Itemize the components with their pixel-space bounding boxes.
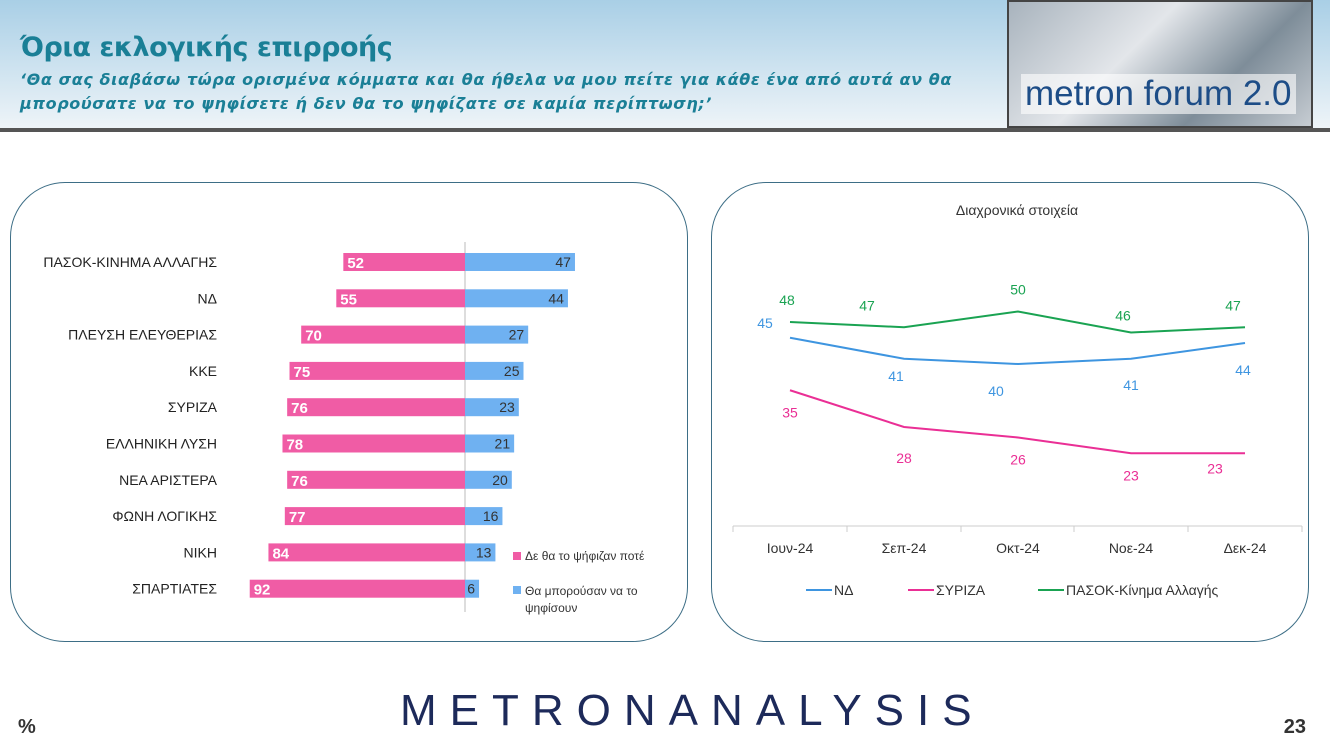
data-label: 46 bbox=[1115, 308, 1131, 324]
data-label-could: 25 bbox=[504, 363, 520, 379]
data-label: 35 bbox=[782, 404, 798, 420]
bar-never bbox=[249, 579, 465, 598]
x-tick-label: Ιουν-24 bbox=[767, 540, 814, 556]
x-tick-label: Σεπ-24 bbox=[882, 540, 927, 556]
x-tick-label: Οκτ-24 bbox=[996, 540, 1040, 556]
bar-could bbox=[465, 289, 568, 308]
data-label-never: 70 bbox=[305, 328, 322, 345]
data-label-never: 84 bbox=[272, 545, 289, 562]
subtitle-line-1: ‘Θα σας διαβάσω τώρα ορισμένα κόμματα κα… bbox=[20, 70, 952, 89]
data-label-never: 78 bbox=[286, 437, 303, 454]
data-label-never: 55 bbox=[340, 291, 357, 308]
chart-title: Διαχρονικά στοιχεία bbox=[956, 202, 1078, 218]
bar-never bbox=[284, 507, 465, 526]
data-label-could: 44 bbox=[548, 290, 564, 306]
data-label: 44 bbox=[1235, 362, 1251, 378]
subtitle-line-2: μπορούσατε να το ψηφίσετε ή δεν θα το ψη… bbox=[20, 94, 712, 113]
category-label: ΣΠΑΡΤΙΑΤΕΣ bbox=[132, 581, 217, 597]
category-label: ΦΩΝΗ ΛΟΓΙΚΗΣ bbox=[112, 508, 217, 524]
bar-could bbox=[465, 361, 524, 380]
bar-never bbox=[301, 325, 465, 344]
category-label: ΝΙΚΗ bbox=[184, 544, 217, 560]
data-label: 23 bbox=[1123, 467, 1139, 483]
data-label: 50 bbox=[1010, 282, 1026, 298]
legend-label: ΝΔ bbox=[834, 582, 853, 598]
data-label-never: 76 bbox=[291, 400, 308, 417]
data-label-never: 92 bbox=[254, 582, 271, 599]
series-line-0 bbox=[789, 336, 1246, 366]
category-label: ΣΥΡΙΖΑ bbox=[168, 399, 218, 415]
data-label-could: 20 bbox=[492, 472, 508, 488]
data-label: 23 bbox=[1207, 460, 1223, 476]
series-line-2 bbox=[789, 310, 1246, 334]
data-label: 40 bbox=[988, 383, 1004, 399]
bar-could bbox=[465, 579, 480, 598]
line-chart-panel bbox=[711, 182, 1309, 642]
bar-never bbox=[282, 434, 465, 453]
bar-could bbox=[465, 398, 519, 417]
category-label: ΝΕΑ ΑΡΙΣΤΕΡΑ bbox=[119, 472, 218, 488]
data-label-never: 76 bbox=[291, 473, 308, 490]
data-label-never: 52 bbox=[347, 255, 364, 272]
data-label: 28 bbox=[896, 450, 912, 466]
data-label: 41 bbox=[888, 368, 904, 384]
bar-could bbox=[465, 470, 512, 489]
data-label: 26 bbox=[1010, 452, 1026, 468]
data-label-could: 13 bbox=[476, 544, 492, 560]
x-tick-label: Νοε-24 bbox=[1109, 540, 1154, 556]
legend-label: ΠΑΣΟΚ-Κίνημα Αλλαγής bbox=[1066, 582, 1219, 598]
metron-forum-logo: metron forum 2.0 bbox=[1007, 0, 1313, 128]
data-label-could: 47 bbox=[555, 254, 571, 270]
unit-label: % bbox=[18, 716, 36, 738]
category-label: ΚΚΕ bbox=[189, 363, 217, 379]
bar-never bbox=[336, 289, 465, 308]
bar-could bbox=[465, 543, 496, 562]
category-label: ΕΛΛΗΝΙΚΗ ΛΥΣΗ bbox=[106, 436, 217, 452]
page-number: 23 bbox=[1283, 716, 1306, 738]
data-label: 48 bbox=[779, 292, 795, 308]
legend-label: ΣΥΡΙΖΑ bbox=[936, 582, 986, 598]
bar-could bbox=[465, 507, 503, 526]
bar-could bbox=[465, 325, 529, 344]
category-label: ΠΛΕΥΣΗ ΕΛΕΥΘΕΡΙΑΣ bbox=[68, 327, 217, 343]
data-label-could: 16 bbox=[483, 508, 499, 524]
metron-analysis-logo: METRONANALYSIS bbox=[400, 686, 985, 735]
series-line-1 bbox=[789, 389, 1245, 455]
category-label: ΠΑΣΟΚ-ΚΙΝΗΜΑ ΑΛΛΑΓΗΣ bbox=[43, 254, 217, 270]
bar-never bbox=[287, 398, 465, 417]
data-label: 47 bbox=[1225, 297, 1241, 313]
data-label-never: 77 bbox=[289, 509, 306, 526]
bar-never bbox=[343, 253, 465, 271]
bar-could bbox=[465, 434, 515, 453]
data-label-could: 21 bbox=[495, 436, 511, 452]
legend-swatch-never bbox=[513, 552, 521, 560]
slide-header: Όρια εκλογικής επιρροής ‘Θα σας διαβάσω … bbox=[0, 0, 1330, 132]
data-label-never: 75 bbox=[294, 364, 311, 381]
data-label: 47 bbox=[859, 297, 875, 313]
legend-swatch-could bbox=[513, 586, 521, 594]
data-label-could: 6 bbox=[467, 581, 475, 597]
legend-label-never: Δε θα το ψήφιζαν ποτέ bbox=[525, 549, 645, 563]
data-label: 45 bbox=[757, 315, 773, 331]
data-label-could: 27 bbox=[509, 327, 525, 343]
category-label: ΝΔ bbox=[198, 290, 217, 306]
bar-could bbox=[465, 253, 575, 271]
x-tick-label: Δεκ-24 bbox=[1224, 540, 1267, 556]
data-label: 41 bbox=[1123, 377, 1139, 393]
bar-never bbox=[289, 361, 465, 380]
bar-never bbox=[287, 470, 465, 489]
data-label-could: 23 bbox=[499, 399, 515, 415]
page-title: Όρια εκλογικής επιρροής bbox=[20, 32, 393, 63]
legend-label-could: Θα μπορούσαν να το ψηφίσουν bbox=[525, 584, 638, 615]
bar-never bbox=[268, 543, 465, 562]
